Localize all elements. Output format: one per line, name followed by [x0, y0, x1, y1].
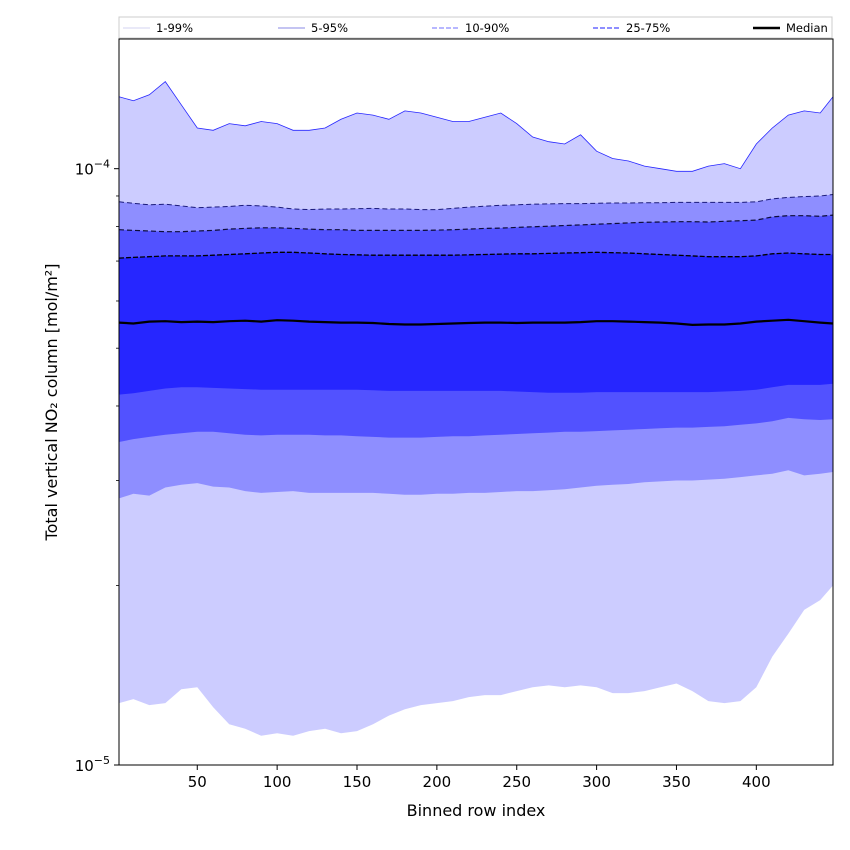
x-axis-label: Binned row index: [407, 801, 546, 820]
legend-frame: [118, 16, 833, 39]
legend-label: 5-95%: [311, 21, 348, 35]
y-axis-label: Total vertical NO₂ column [mol/m²]: [42, 264, 61, 542]
x-tick-label: 100: [263, 773, 292, 791]
percentile-lines: [118, 81, 834, 327]
plot-frame: [118, 38, 834, 766]
legend-label: Median: [786, 21, 828, 35]
legend: 1-99% 5-95% 10-90% 25-75% Median: [118, 16, 833, 39]
x-tick-label: 350: [662, 773, 691, 791]
x-tick-label: 400: [742, 773, 771, 791]
series-line-3: [118, 251, 833, 259]
y-tick-label: 10−5: [75, 754, 110, 775]
x-tick-label: 150: [343, 773, 372, 791]
x-axis: 50 100 150 200 250 300 350 400: [188, 765, 771, 791]
y-tick-label: 10−4: [75, 158, 110, 179]
series-line-0: [118, 81, 834, 172]
x-tick-label: 50: [188, 773, 207, 791]
legend-label: 10-90%: [465, 21, 509, 35]
percentile-bands: [119, 81, 833, 736]
legend-label: 25-75%: [626, 21, 670, 35]
legend-label: 1-99%: [156, 21, 193, 35]
x-tick-label: 250: [502, 773, 531, 791]
y-axis: 10−4 10−5: [75, 158, 119, 775]
x-tick-label: 200: [423, 773, 452, 791]
series-line-4: [118, 318, 834, 327]
x-tick-label: 300: [582, 773, 611, 791]
